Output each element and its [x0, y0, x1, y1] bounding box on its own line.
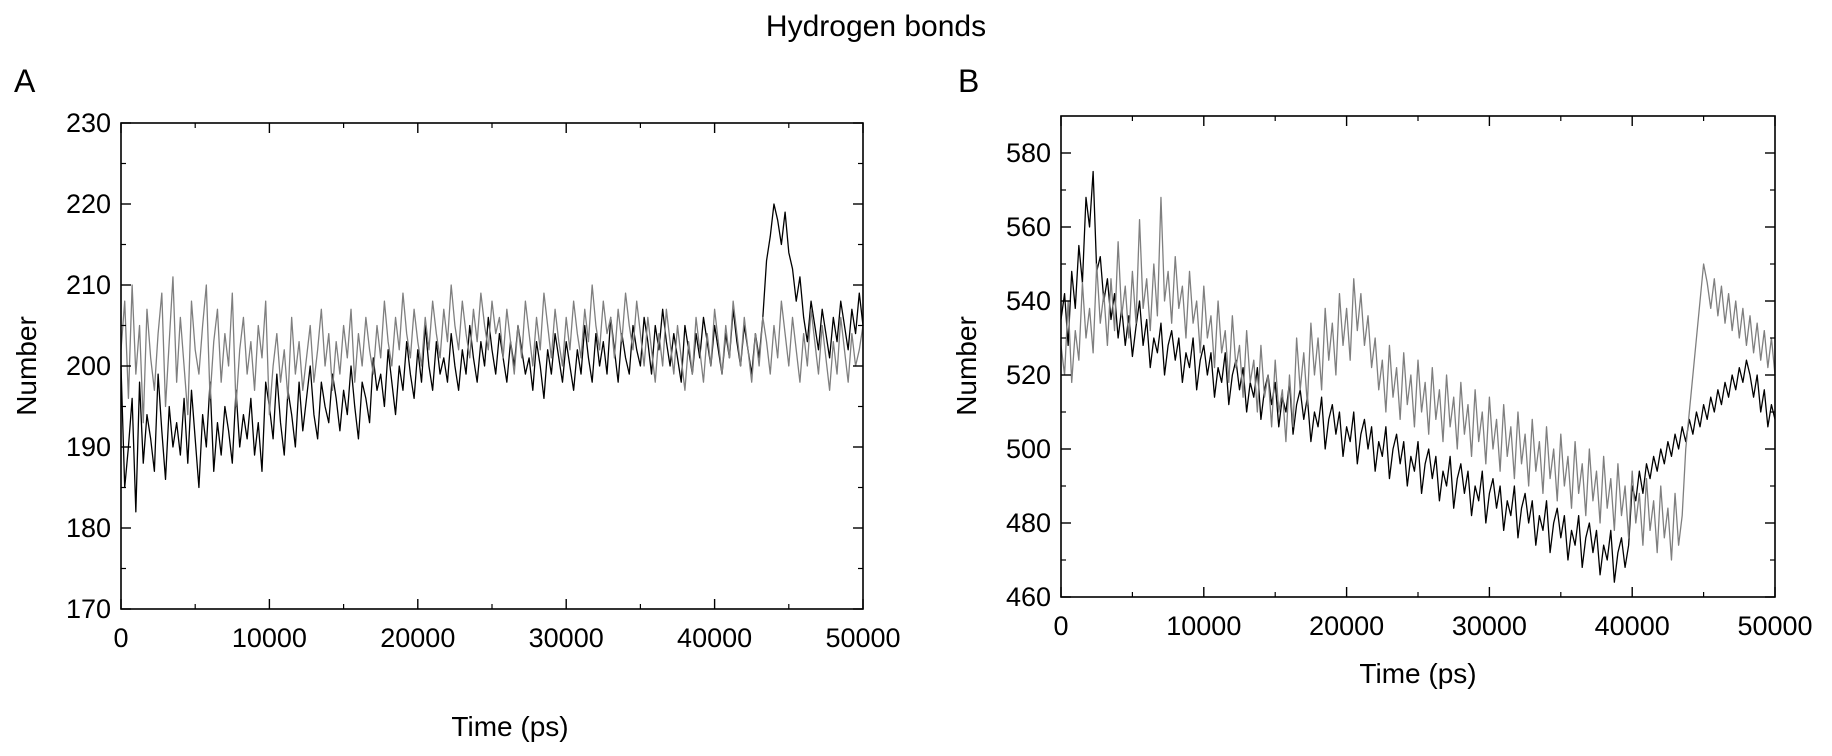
panel-a-x-tick-label: 20000 — [380, 623, 455, 653]
panel-b-plot-frame — [1060, 115, 1776, 598]
panel-a-chart: A 0 10000 20000 30000 40000 50000 170 180 190 20… — [11, 63, 901, 742]
panel-a-series-1-line — [120, 203, 864, 513]
panel-b-x-tick-label: 20000 — [1309, 611, 1384, 641]
panel-b-y-tick-label: 560 — [1006, 212, 1051, 242]
panel-b-series-layer — [1060, 170, 1776, 583]
figure-title: Hydrogen bonds — [766, 10, 986, 43]
panel-a-x-tick-label: 10000 — [232, 623, 307, 653]
panel-b-y-tick-label: 460 — [1006, 582, 1051, 612]
panel-b-x-tick-label: 30000 — [1452, 611, 1527, 641]
panel-b-y-axis-label: Number — [951, 316, 982, 416]
panel-a-plot-frame — [120, 122, 864, 610]
panel-a-y-tick-label: 190 — [66, 432, 111, 462]
panel-b-y-tick-label: 480 — [1006, 508, 1051, 538]
panel-a-x-ticks: 0 10000 20000 30000 40000 50000 — [113, 123, 901, 653]
panel-a-x-tick-label: 40000 — [677, 623, 752, 653]
panel-b-y-tick-label: 580 — [1006, 138, 1051, 168]
panel-b-x-tick-label: 50000 — [1737, 611, 1812, 641]
panel-a-y-tick-label: 210 — [66, 270, 111, 300]
panel-b-series-2-line — [1060, 196, 1776, 561]
panel-b-x-tick-label: 0 — [1053, 611, 1068, 641]
panel-b-x-ticks: 0 10000 20000 30000 40000 50000 — [1053, 116, 1813, 641]
panel-a-x-tick-label: 0 — [113, 623, 128, 653]
panel-a-series-layer — [120, 203, 864, 513]
panel-b-y-tick-label: 500 — [1006, 434, 1051, 464]
panel-b-y-tick-label: 520 — [1006, 360, 1051, 390]
panel-b-chart: B 0 10000 20000 30000 40000 50000 460 480 500 52… — [951, 63, 1813, 689]
panel-b-y-ticks: 460 480 500 520 540 560 580 — [1006, 138, 1775, 612]
panel-a-y-axis-label: Number — [11, 316, 42, 416]
panel-a-series-2-line — [120, 276, 864, 424]
panel-b-series-1-line — [1060, 170, 1776, 583]
panel-b-x-axis-label: Time (ps) — [1359, 658, 1476, 689]
panel-a-label: A — [14, 63, 36, 99]
panel-a-x-tick-label: 30000 — [529, 623, 604, 653]
panel-b-y-tick-label: 540 — [1006, 286, 1051, 316]
panel-a-y-tick-label: 200 — [66, 351, 111, 381]
panel-a-x-axis-label: Time (ps) — [451, 711, 568, 742]
panel-a-y-tick-label: 220 — [66, 189, 111, 219]
panel-a-y-tick-label: 170 — [66, 594, 111, 624]
panel-a-y-tick-label: 180 — [66, 513, 111, 543]
panel-a-y-ticks: 170 180 190 200 210 220 230 — [66, 108, 863, 624]
panel-a-x-tick-label: 50000 — [825, 623, 900, 653]
panel-b-x-tick-label: 40000 — [1595, 611, 1670, 641]
panel-b-x-tick-label: 10000 — [1166, 611, 1241, 641]
panel-b-label: B — [958, 63, 979, 99]
panel-a-y-tick-label: 230 — [66, 108, 111, 138]
